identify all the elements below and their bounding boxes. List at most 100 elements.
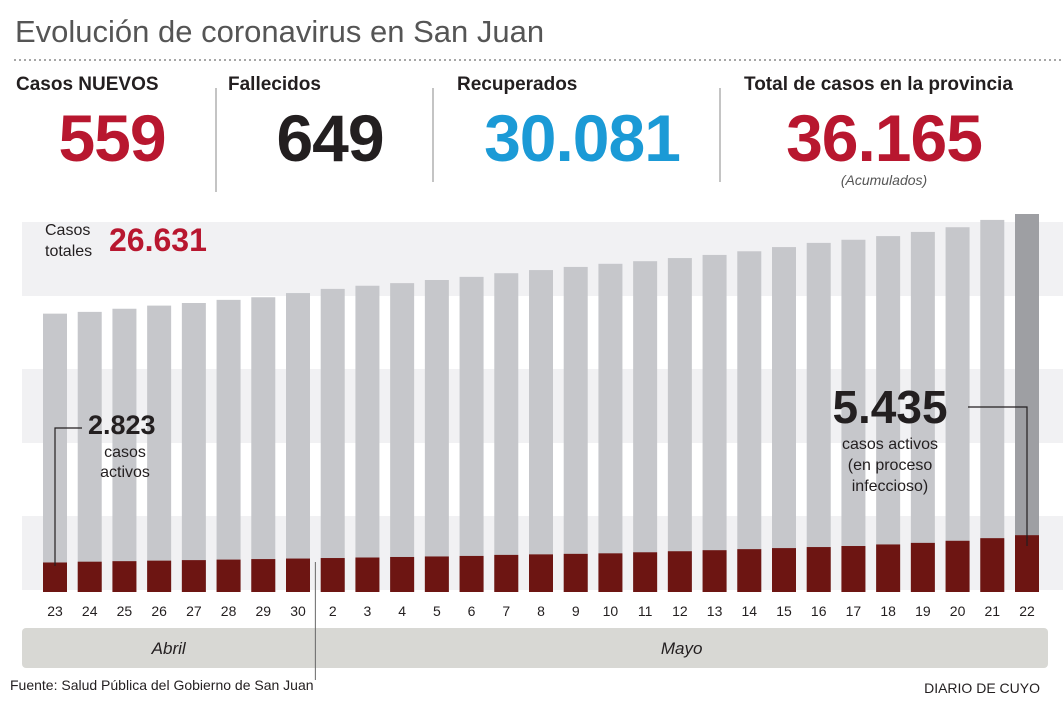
annotation: (en proceso — [847, 457, 933, 474]
x-tick-label: 20 — [950, 603, 966, 619]
bar-active — [112, 561, 137, 592]
bar-active — [772, 548, 796, 592]
bar-active — [494, 554, 519, 592]
data-label: 5.435 — [832, 381, 948, 433]
bar-total — [876, 236, 901, 592]
bar-active — [633, 552, 658, 592]
x-tick-label: 27 — [186, 603, 202, 619]
bar-active — [841, 546, 866, 592]
x-tick-label: 18 — [880, 603, 896, 619]
data-label: 26.631 — [109, 222, 207, 258]
bar-active — [702, 550, 727, 592]
bar-total — [841, 239, 866, 593]
bar-total — [772, 247, 796, 593]
x-tick-label: 12 — [672, 603, 688, 619]
bar-total — [147, 305, 172, 592]
x-tick-label: 7 — [502, 603, 510, 619]
source: Fuente: Salud Pública del Gobierno de Sa… — [10, 677, 314, 693]
x-tick-label: 13 — [707, 603, 723, 619]
x-tick-label: 4 — [398, 603, 406, 619]
stat-label: Total de casos en la provincia — [744, 74, 1013, 95]
bar-active — [529, 554, 553, 592]
bar-total — [424, 280, 449, 592]
series-name: Casos totales — [45, 222, 93, 260]
x-tick-label: 14 — [741, 603, 757, 619]
annotation-block: casos activos (en proceso infeccioso) — [790, 434, 990, 497]
x-tick-label: 23 — [47, 603, 63, 619]
bar-total — [737, 251, 762, 592]
bar-active — [320, 558, 345, 592]
bar-total — [529, 270, 553, 592]
x-tick-label: 9 — [572, 603, 580, 619]
bar-active — [876, 544, 901, 592]
bar-total — [320, 288, 345, 592]
x-tick-label: 2 — [329, 603, 337, 619]
stat-label: Recuperados — [457, 74, 578, 95]
bar-active — [563, 553, 588, 592]
x-tick-label: 11 — [638, 603, 653, 619]
bar-active — [806, 547, 831, 592]
bar-total — [945, 227, 970, 592]
bar-total — [390, 283, 415, 592]
bar-active — [737, 549, 762, 592]
bar-total — [806, 242, 831, 593]
annotation: infeccioso) — [851, 478, 929, 495]
month-label: Abril — [151, 639, 187, 658]
stat-label: Casos NUEVOS — [16, 74, 159, 95]
bar-total — [251, 297, 276, 592]
bar-total — [702, 254, 727, 592]
title: Evolución de coronavirus en San Juan — [15, 14, 545, 49]
bar-total — [563, 266, 588, 592]
bar-active — [598, 553, 623, 592]
bar-active — [459, 555, 484, 592]
bar-active — [251, 559, 276, 592]
x-tick-label: 30 — [290, 603, 306, 619]
bar-total — [459, 276, 484, 592]
bar-active — [181, 560, 206, 592]
x-tick-label: 24 — [82, 603, 98, 619]
bar-total — [77, 311, 102, 592]
annotation: casos activos — [841, 436, 939, 453]
x-tick-label: 16 — [811, 603, 827, 619]
bar-active — [424, 556, 449, 592]
x-tick-label: 21 — [984, 603, 1000, 619]
x-tick-label: 22 — [1019, 603, 1035, 619]
x-tick-label: 5 — [433, 603, 441, 619]
data-label: 2.823 — [88, 410, 156, 440]
stat-value: 559 — [58, 101, 166, 175]
bar-total — [667, 258, 692, 592]
bar-active — [667, 551, 692, 592]
bar-active — [286, 558, 310, 592]
x-tick-label: 17 — [846, 603, 862, 619]
stat-value: 30.081 — [484, 101, 681, 175]
stat-value: 36.165 — [786, 101, 983, 175]
bar-total — [216, 299, 241, 592]
x-tick-label: 8 — [537, 603, 545, 619]
x-tick-label: 29 — [255, 603, 271, 619]
bar-total — [980, 219, 1005, 592]
bar-active — [390, 556, 415, 592]
bar-active — [355, 557, 380, 592]
x-tick-label: 25 — [117, 603, 133, 619]
bar-total — [633, 261, 658, 592]
bar-total — [910, 231, 935, 592]
x-tick-label: 26 — [151, 603, 167, 619]
bar-active — [77, 561, 102, 592]
bar-total — [286, 293, 310, 592]
bar-active — [980, 538, 1005, 592]
month-label: Mayo — [661, 639, 703, 658]
bar-total — [494, 273, 519, 592]
bar-active — [216, 559, 241, 592]
bar-active — [147, 560, 172, 592]
stat-note: (Acumulados) — [840, 172, 928, 188]
bar-total — [598, 263, 623, 592]
brand: DIARIO DE CUYO — [924, 680, 1040, 696]
bar-total — [112, 308, 137, 592]
leader-line — [54, 427, 82, 566]
bar-active — [945, 540, 970, 592]
x-tick-label: 10 — [603, 603, 619, 619]
x-tick-label: 28 — [221, 603, 237, 619]
bar-total — [355, 285, 380, 592]
